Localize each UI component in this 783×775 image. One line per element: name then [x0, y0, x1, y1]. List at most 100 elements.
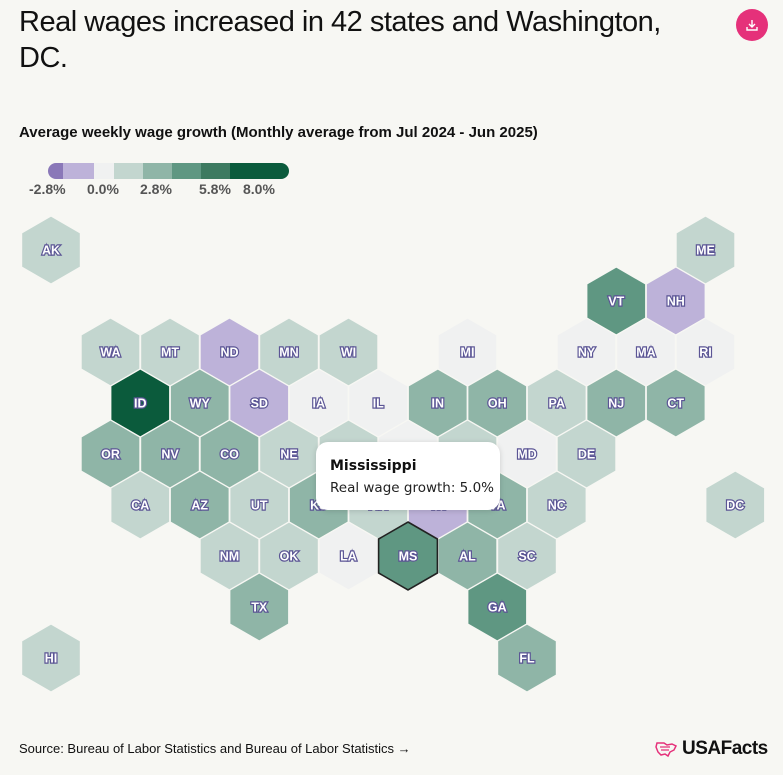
state-label: NV [161, 448, 179, 462]
state-hex-ia[interactable]: IA [288, 368, 349, 438]
state-shape[interactable] [705, 470, 766, 540]
logo-text: USAFacts [682, 738, 768, 759]
state-hex-la[interactable]: LA [318, 521, 379, 591]
state-hex-dc[interactable]: DC [705, 470, 766, 540]
page-title: Real wages increased in 42 states and Wa… [19, 6, 661, 74]
state-label: FL [519, 652, 535, 666]
state-label: OH [488, 397, 507, 411]
state-label: MN [279, 346, 298, 360]
state-hex-hi[interactable]: HI [21, 623, 82, 693]
state-hex-sd[interactable]: SD [229, 368, 290, 438]
state-label: LA [340, 550, 357, 564]
state-hex-tx[interactable]: TX [229, 572, 290, 642]
state-label: WY [190, 397, 211, 411]
legend-bin [172, 163, 201, 179]
state-label: AL [459, 550, 476, 564]
state-label: NH [667, 295, 685, 309]
state-label: GA [488, 601, 507, 615]
legend-tick: 5.8% [199, 181, 231, 197]
state-hex-oh[interactable]: OH [467, 368, 528, 438]
state-label: WI [341, 346, 356, 360]
state-hex-fl[interactable]: FL [497, 623, 558, 693]
legend-tick: -2.8% [29, 181, 66, 197]
state-shape[interactable] [645, 368, 706, 438]
tooltip: Mississippi Real wage growth: 5.0% [316, 442, 500, 510]
state-hex-al[interactable]: AL [437, 521, 498, 591]
usafacts-logo[interactable]: USAFacts [655, 738, 768, 760]
state-label: CO [220, 448, 239, 462]
usa-map-logo-icon [655, 742, 678, 758]
state-hex-ak[interactable]: AK [21, 215, 82, 285]
state-label: ID [134, 397, 147, 411]
state-label: PA [549, 397, 565, 411]
state-hex-ut[interactable]: UT [229, 470, 290, 540]
state-label: NY [578, 346, 596, 360]
state-label: NC [548, 499, 566, 513]
state-label: OR [101, 448, 120, 462]
state-hex-de[interactable]: DE [556, 419, 617, 489]
state-hex-nm[interactable]: NM [199, 521, 260, 591]
state-hex-az[interactable]: AZ [169, 470, 230, 540]
state-label: MA [636, 346, 655, 360]
state-shape[interactable] [377, 521, 439, 591]
state-shape[interactable] [497, 623, 558, 693]
state-label: MI [461, 346, 475, 360]
download-icon [746, 20, 758, 31]
state-hex-ms[interactable]: MS [377, 521, 439, 591]
state-label: AK [42, 244, 60, 258]
state-hex-mn[interactable]: MN [259, 317, 319, 387]
legend-color-scale [48, 163, 289, 179]
source-text: Source: Bureau of Labor Statistics and B… [19, 741, 395, 756]
legend-bin [48, 163, 63, 179]
state-label: MS [399, 550, 418, 564]
state-hex-ri[interactable]: RI [675, 317, 736, 387]
legend-bin [94, 163, 114, 179]
state-label: DC [726, 499, 744, 513]
legend-bin [230, 163, 289, 179]
state-hex-md[interactable]: MD [497, 419, 558, 489]
state-shape[interactable] [229, 572, 290, 642]
state-hex-nv[interactable]: NV [140, 419, 200, 489]
state-hex-ny[interactable]: NY [556, 317, 617, 387]
tooltip-value: Real wage growth: 5.0% [330, 480, 494, 496]
state-shape[interactable] [21, 623, 82, 693]
source-link[interactable]: Source: Bureau of Labor Statistics and B… [19, 741, 411, 756]
state-shape[interactable] [21, 215, 82, 285]
state-hex-wa[interactable]: WA [80, 317, 141, 387]
state-label: HI [45, 652, 58, 666]
legend-bin [143, 163, 172, 179]
legend-title: Average weekly wage growth (Monthly aver… [19, 124, 538, 141]
state-label: OK [280, 550, 299, 564]
state-label: NJ [608, 397, 624, 411]
arrow-right-icon: → [397, 741, 411, 756]
state-hex-ne[interactable]: NE [259, 419, 319, 489]
state-label: ND [220, 346, 238, 360]
state-hex-nc[interactable]: NC [526, 470, 587, 540]
legend-tick: 0.0% [87, 181, 119, 197]
legend-tick: 8.0% [243, 181, 275, 197]
state-label: AZ [191, 499, 208, 513]
state-hex-wi[interactable]: WI [318, 317, 379, 387]
legend-tick: 2.8% [140, 181, 172, 197]
state-label: CA [131, 499, 149, 513]
state-hex-il[interactable]: IL [348, 368, 409, 438]
state-label: IN [432, 397, 445, 411]
state-label: WA [100, 346, 120, 360]
state-label: NM [220, 550, 239, 564]
state-label: VT [608, 295, 624, 309]
hex-map: AK ME VT NH WA MT ND MN WI MI NY MA RI ID WY SD IA IL IN OH… [21, 215, 766, 693]
legend-bin [114, 163, 143, 179]
state-hex-wy[interactable]: WY [169, 368, 230, 438]
state-label: CT [667, 397, 684, 411]
tooltip-state: Mississippi [330, 458, 417, 474]
state-label: NE [280, 448, 297, 462]
download-button[interactable] [736, 9, 768, 41]
state-label: MT [161, 346, 179, 360]
state-label: ME [696, 244, 715, 258]
state-label: SC [518, 550, 535, 564]
state-hex-co[interactable]: CO [199, 419, 260, 489]
legend-bin [201, 163, 230, 179]
state-label: MD [517, 448, 536, 462]
state-hex-ct[interactable]: CT [645, 368, 706, 438]
